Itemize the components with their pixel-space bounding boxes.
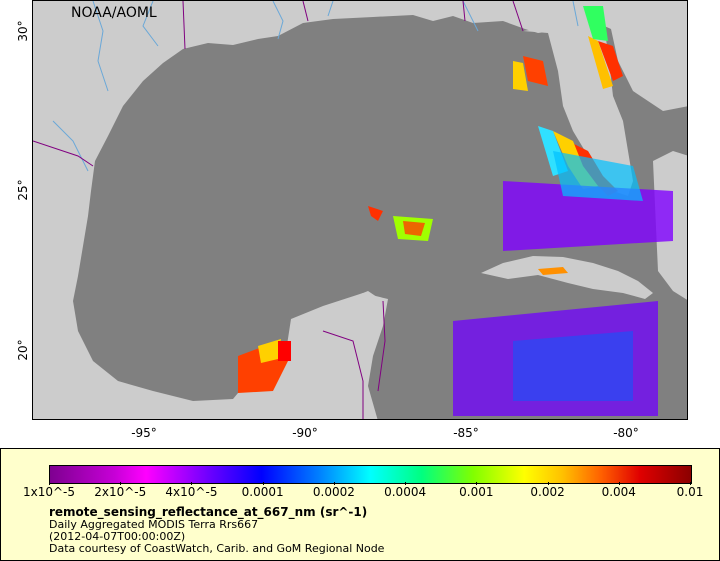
colorbar-label: 0.0002 <box>312 485 355 499</box>
colorbar-tick <box>405 482 407 485</box>
political-borders <box>33 1 524 419</box>
map-area[interactable]: NOAA/AOML <box>32 0 688 420</box>
colorbar-tick <box>333 482 335 485</box>
colorbar-label: 0.0001 <box>241 485 284 499</box>
rivers <box>52 1 579 172</box>
legend-credit: Data courtesy of CoastWatch, Carib. and … <box>49 542 385 555</box>
colorbar-tick <box>690 482 691 485</box>
colorbar-tick <box>120 482 122 485</box>
map-attribution: NOAA/AOML <box>71 5 157 21</box>
colorbar-label: 1x10^-5 <box>22 485 76 499</box>
x-tick-90: -90° <box>292 426 318 440</box>
colorbar-label: 0.001 <box>459 485 494 499</box>
x-tick-95: -95° <box>131 426 157 440</box>
colorbar-label: 4x10^-5 <box>165 485 218 499</box>
y-tick-25: 25° <box>16 179 30 201</box>
legend-source: Daily Aggregated MODIS Terra Rrs667 <box>49 518 259 531</box>
colorbar-label: 0.0004 <box>384 485 427 499</box>
yucatan-peninsula <box>273 293 388 419</box>
colorbar-tick <box>191 482 193 485</box>
colorbar-tick <box>618 482 620 485</box>
y-tick-30: 30° <box>16 20 30 42</box>
colorbar-label: 0.002 <box>530 485 565 499</box>
colorbar <box>49 465 692 484</box>
cuba <box>481 256 653 299</box>
x-tick-80: -80° <box>613 426 639 440</box>
colorbar-label: 2x10^-5 <box>94 485 147 499</box>
colorbar-tick <box>262 482 264 485</box>
legend-variable: remote_sensing_reflectance_at_667_nm (sr… <box>49 505 368 519</box>
y-tick-20: 20° <box>16 339 30 361</box>
colorbar-label: 0.004 <box>601 485 636 499</box>
colorbar-tick <box>547 482 549 485</box>
us-gulf-coast-land <box>33 1 687 301</box>
colorbar-tick <box>49 482 50 485</box>
legend-time: (2012-04-07T00:00:00Z) <box>49 530 186 543</box>
reflectance-data <box>238 6 673 416</box>
colorbar-label: 0.01 <box>676 485 704 499</box>
map-canvas <box>33 1 687 419</box>
colorbar-tick <box>476 482 478 485</box>
legend-panel: 1x10^-5 2x10^-5 4x10^-5 0.0001 0.0002 0.0004 0… <box>0 448 720 561</box>
x-tick-85: -85° <box>453 426 479 440</box>
